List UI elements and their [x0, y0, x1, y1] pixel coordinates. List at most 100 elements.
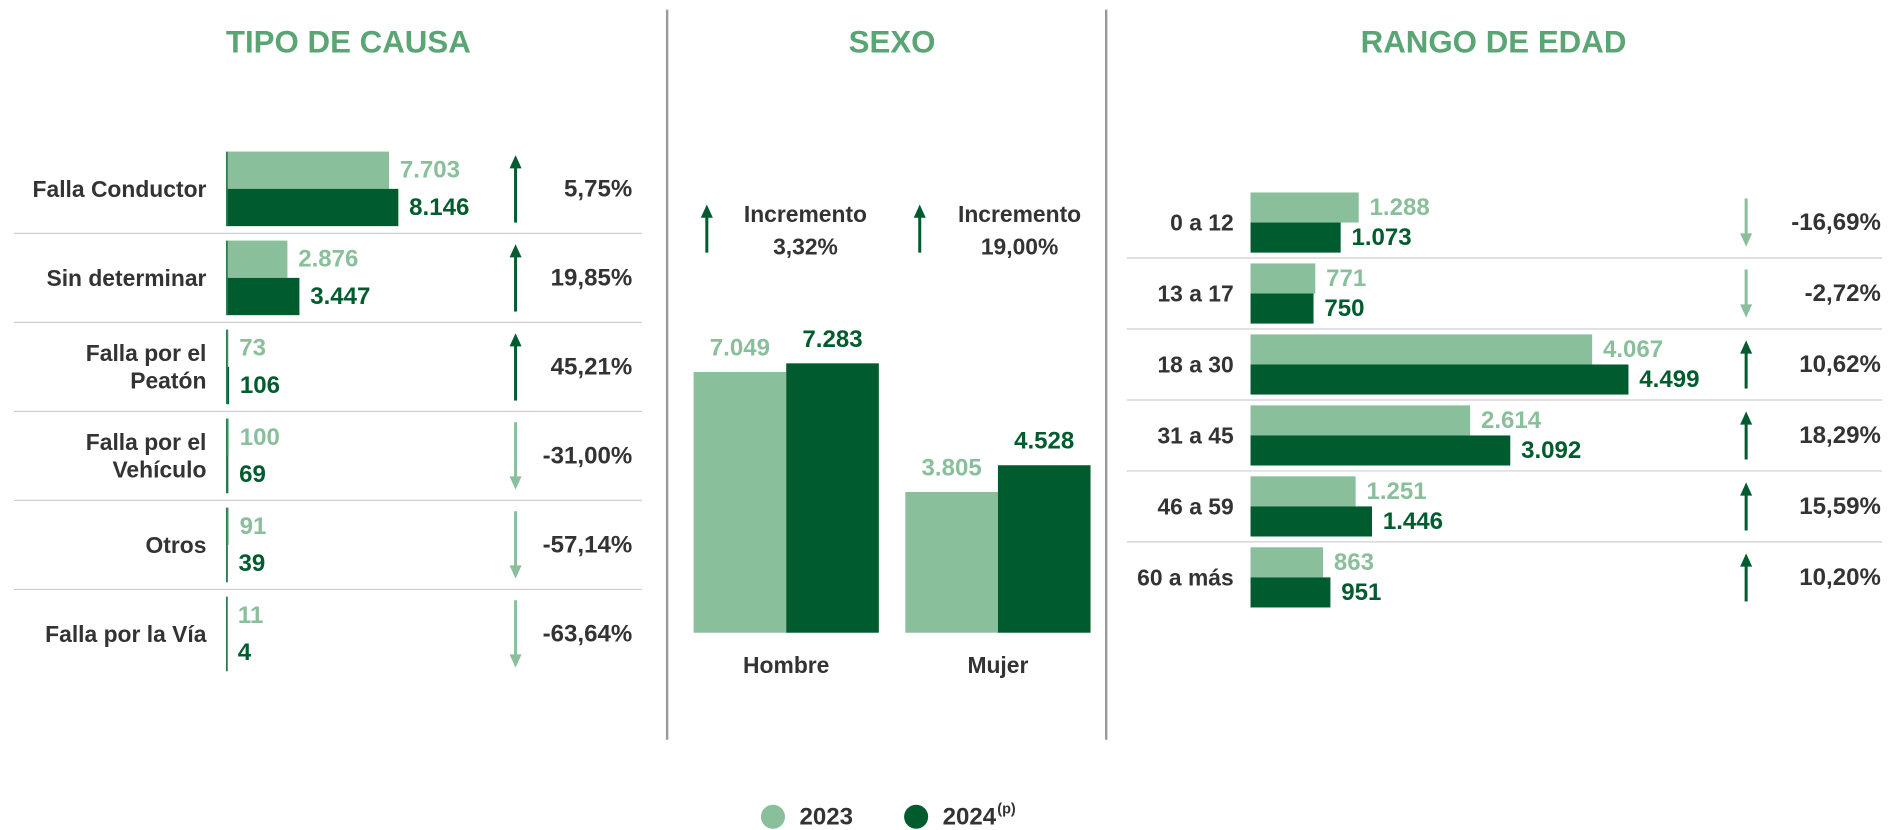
- change-label: -57,14%: [543, 531, 633, 558]
- change-label: -16,69%: [1791, 209, 1881, 236]
- bar: [1250, 405, 1471, 436]
- trend-arrow: [509, 422, 522, 490]
- value-label: 771: [1326, 265, 1366, 292]
- arrow-head: [1740, 482, 1753, 496]
- change-label: 19,00%: [981, 234, 1058, 260]
- change-label: 15,59%: [1799, 493, 1881, 520]
- value-label: 3.447: [310, 283, 370, 310]
- value-label: 2.614: [1481, 407, 1542, 434]
- bar: [1250, 476, 1356, 507]
- bar: [1250, 192, 1359, 223]
- category-label: Hombre: [743, 652, 829, 678]
- arrow-head: [509, 476, 522, 490]
- change-label: 5,75%: [564, 175, 632, 202]
- value-label: 69: [239, 461, 266, 488]
- bar: [1250, 263, 1316, 294]
- change-label: -63,64%: [543, 620, 633, 647]
- value-label: 951: [1341, 579, 1381, 606]
- bar: [1250, 293, 1314, 324]
- value-label: 73: [239, 335, 266, 362]
- category-label: 60 a más: [1137, 564, 1234, 590]
- value-label: 4.067: [1603, 336, 1663, 363]
- bar: [786, 363, 879, 633]
- value-label: 2.876: [298, 246, 358, 273]
- arrow-head: [509, 565, 522, 579]
- value-label: 39: [239, 550, 266, 577]
- arrow-head: [913, 204, 926, 218]
- bar: [226, 418, 229, 456]
- change-label: 19,85%: [551, 264, 633, 291]
- value-label: 4.528: [1014, 428, 1074, 455]
- legend-label: 2023: [799, 803, 853, 830]
- bar: [1250, 222, 1341, 253]
- trend-arrow: [1740, 340, 1753, 389]
- trend-arrow: [913, 204, 926, 253]
- value-label: 4: [238, 639, 252, 666]
- legend-swatch: [760, 804, 786, 829]
- category-label: Otros: [145, 532, 206, 558]
- value-label: 7.049: [710, 334, 770, 361]
- value-label: 106: [240, 372, 280, 399]
- trend-arrow: [1740, 553, 1753, 602]
- bar: [226, 366, 230, 405]
- category-label: 0 a 12: [1170, 210, 1234, 236]
- change-label: 45,21%: [551, 353, 633, 380]
- bar: [226, 277, 300, 316]
- value-label: 100: [240, 424, 280, 451]
- category-label: Sin determinar: [46, 265, 206, 291]
- change-label: 18,29%: [1799, 422, 1881, 449]
- value-label: 750: [1324, 295, 1364, 322]
- value-label: 1.288: [1370, 194, 1430, 221]
- trend-arrow: [1740, 198, 1753, 247]
- chart-title: SEXO: [849, 25, 936, 60]
- trend-arrow: [509, 333, 522, 401]
- bar: [997, 465, 1091, 633]
- trend-arrow: [509, 155, 522, 223]
- chart-title: RANGO DE EDAD: [1361, 25, 1627, 60]
- arrow-head: [1740, 340, 1753, 354]
- bar: [905, 491, 998, 633]
- bar: [1250, 577, 1331, 608]
- category-label: 13 a 17: [1157, 281, 1233, 307]
- legend-label: 2024: [943, 803, 997, 830]
- arrow-head: [1740, 304, 1753, 318]
- category-label: Falla por la Vía: [45, 621, 207, 647]
- trend-arrow: [509, 244, 522, 312]
- value-label: 3.805: [922, 454, 982, 481]
- value-label: 1.446: [1383, 508, 1443, 535]
- value-label: 4.499: [1639, 366, 1699, 393]
- change-label: -31,00%: [543, 442, 633, 469]
- trend-arrow: [509, 600, 522, 668]
- change-label: 10,62%: [1799, 351, 1881, 378]
- value-label: 3.092: [1521, 437, 1581, 464]
- arrow-head: [509, 333, 522, 347]
- annotation: Incremento: [744, 201, 867, 227]
- category-label: Mujer: [967, 652, 1028, 678]
- value-label: 8.146: [409, 194, 469, 221]
- change-label: 10,20%: [1799, 564, 1881, 591]
- category-label: 46 a 59: [1157, 493, 1233, 519]
- value-label: 7.703: [400, 157, 460, 184]
- arrow-head: [509, 654, 522, 668]
- value-label: 7.283: [802, 326, 862, 353]
- trend-arrow: [700, 204, 713, 253]
- bar: [226, 151, 390, 189]
- bar: [693, 371, 787, 633]
- bar: [1250, 506, 1373, 537]
- arrow-head: [1740, 553, 1753, 567]
- arrow-head: [509, 155, 522, 169]
- arrow-head: [1740, 411, 1753, 425]
- bar: [226, 507, 229, 545]
- category-label: 18 a 30: [1157, 351, 1233, 377]
- value-label: 863: [1334, 549, 1374, 576]
- arrow-head: [1740, 233, 1753, 247]
- category-label: Falla por el Vehículo: [86, 429, 207, 483]
- change-label: 3,32%: [773, 234, 838, 260]
- bar: [1250, 435, 1511, 466]
- value-label: 1.073: [1351, 224, 1411, 251]
- bar: [1250, 364, 1629, 395]
- chart-title: TIPO DE CAUSA: [226, 25, 471, 60]
- trend-arrow: [509, 511, 522, 579]
- legend-note: (p): [997, 802, 1016, 818]
